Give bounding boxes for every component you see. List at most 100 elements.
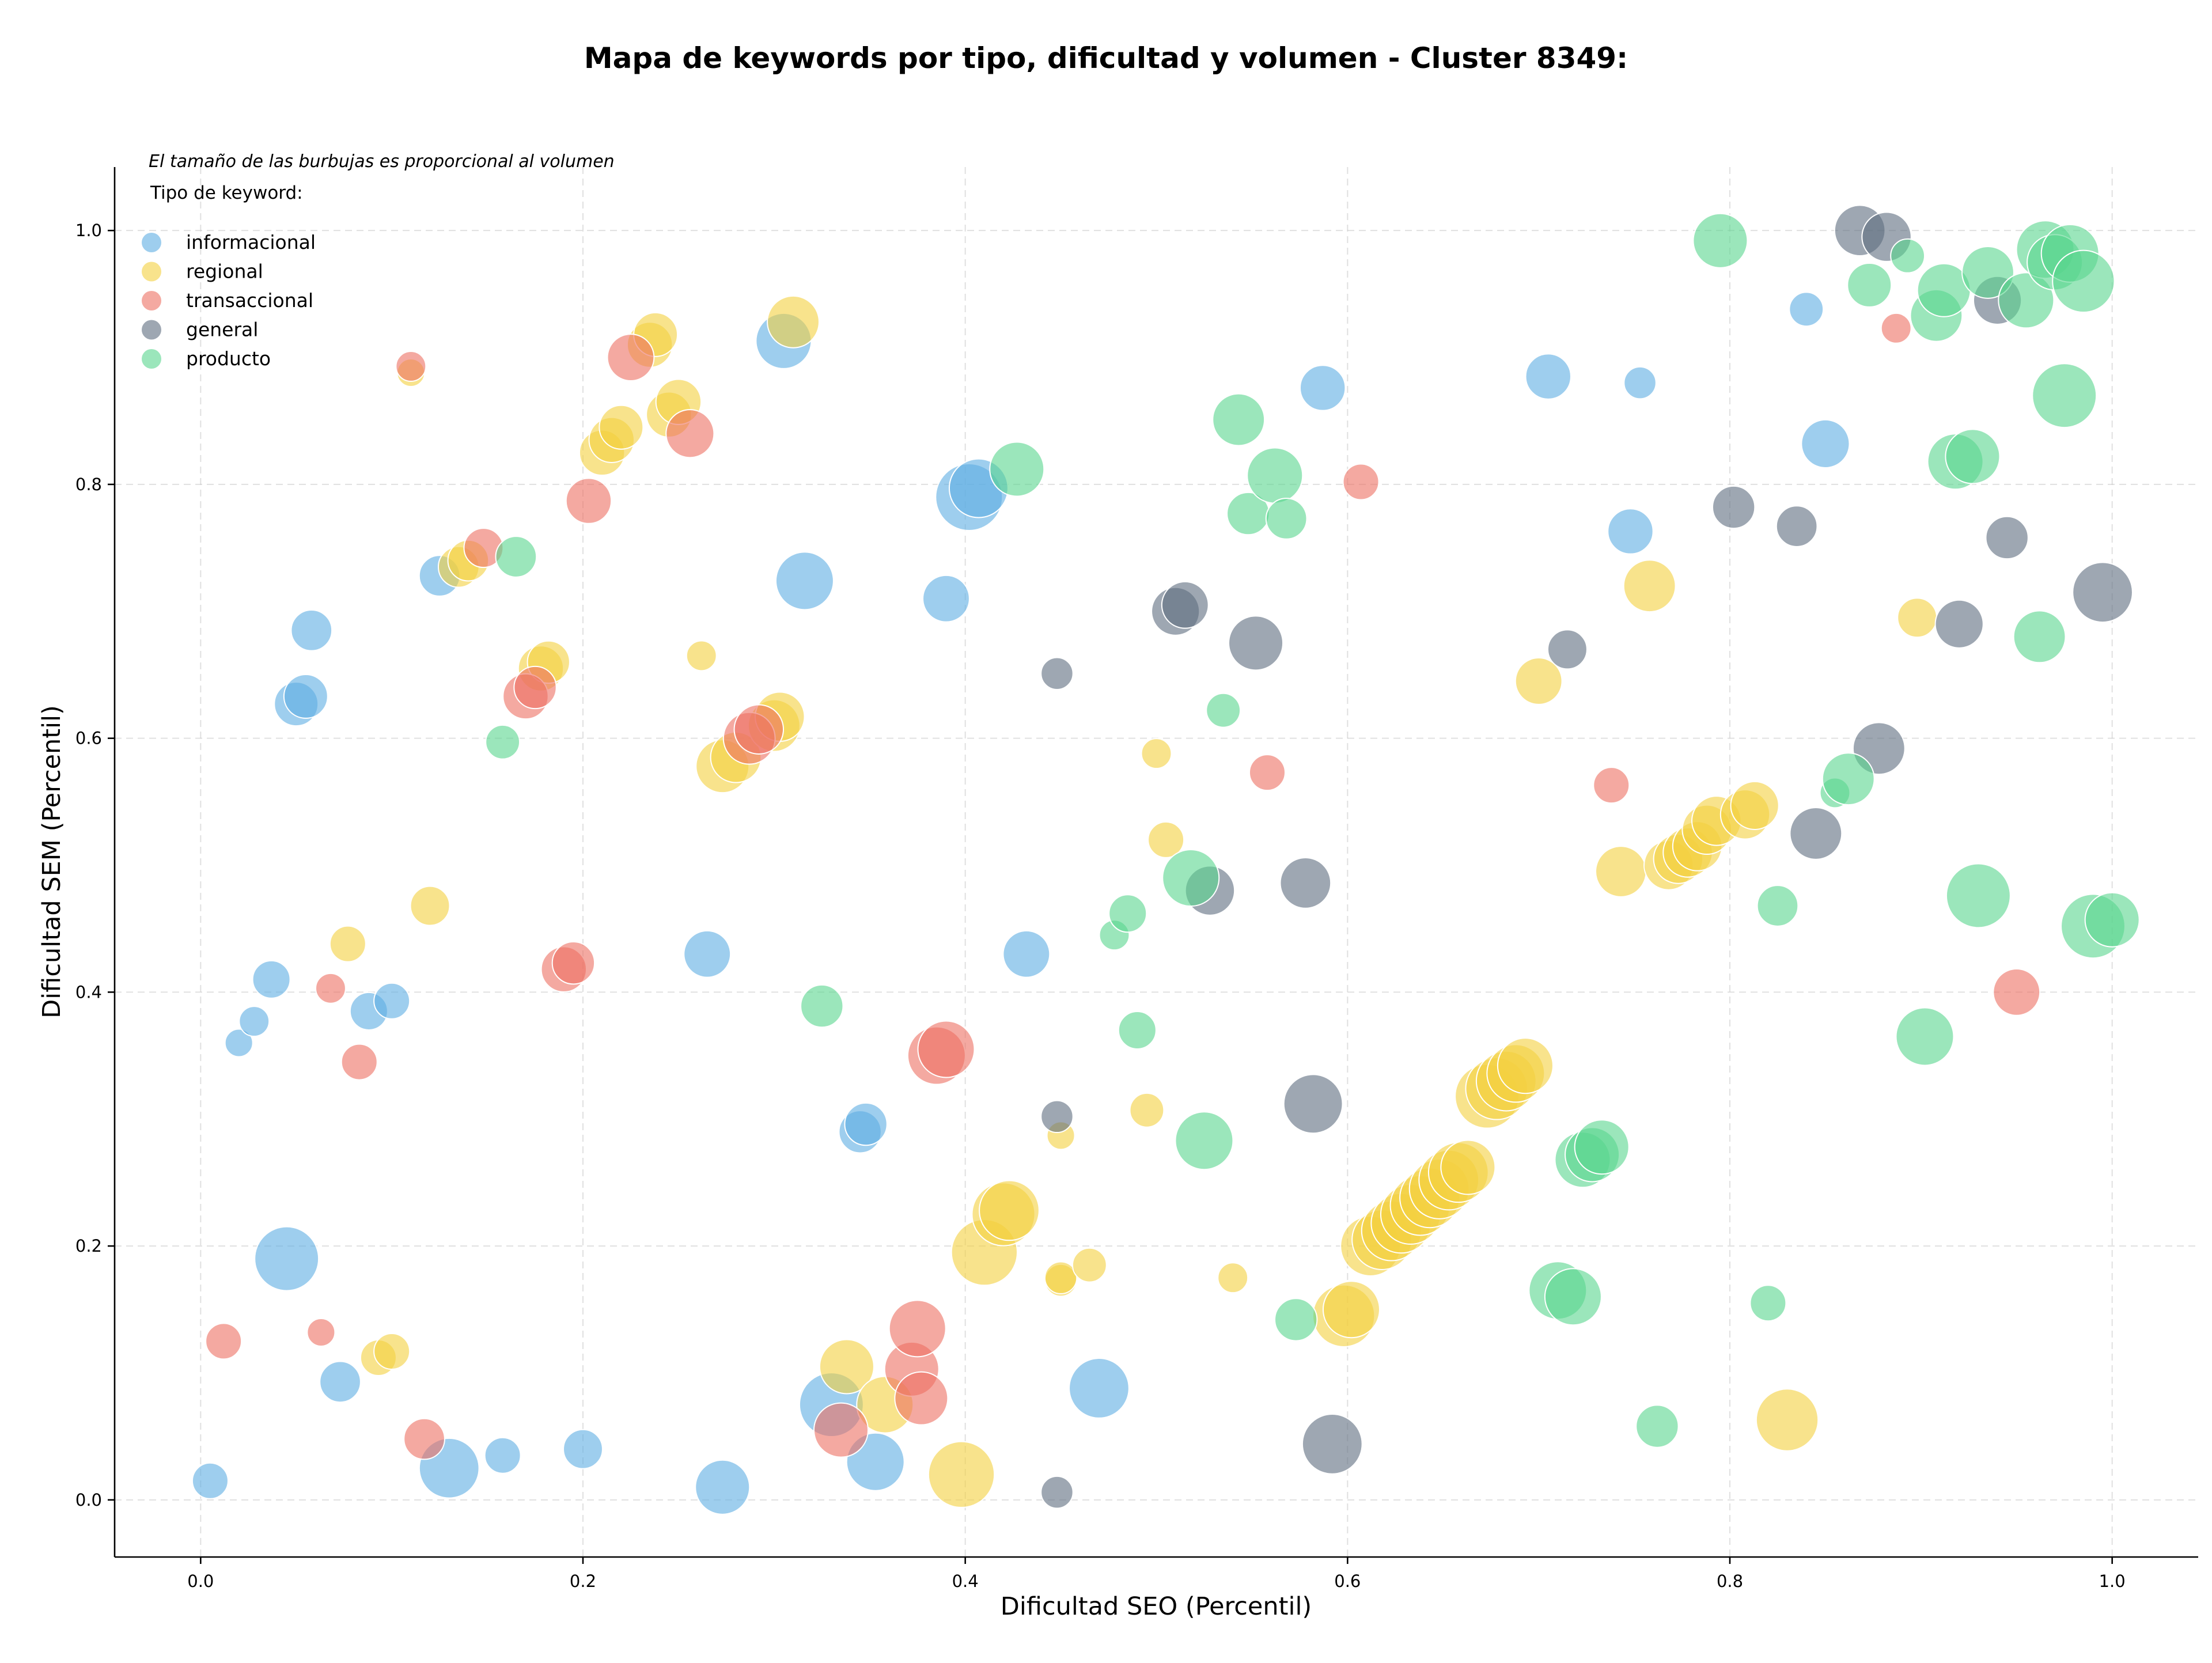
bubble-regional <box>1322 1281 1380 1339</box>
bubble-transaccional <box>513 665 557 710</box>
bubble-informacional <box>1002 930 1051 978</box>
bubble-transaccional <box>565 478 612 524</box>
grid <box>115 167 2198 1557</box>
bubble-producto <box>1756 885 1799 927</box>
axes <box>113 167 2198 1558</box>
bubble-producto <box>1544 1268 1602 1326</box>
series-producto <box>485 213 2140 1448</box>
bubble-informacional <box>191 1462 229 1499</box>
bubble-general <box>1711 485 1756 529</box>
bubble-transaccional <box>315 972 346 1004</box>
bubble-informacional <box>922 574 970 623</box>
bubble-producto <box>2084 892 2140 948</box>
bubble-regional <box>1129 1092 1165 1128</box>
bubble-informacional <box>319 1361 361 1403</box>
bubble-producto <box>1945 429 2001 484</box>
legend-label-general: general <box>186 319 258 341</box>
bubble-general <box>1040 657 1074 690</box>
bubble-informacional <box>1801 419 1850 468</box>
bubble-transaccional <box>607 334 655 381</box>
bubble-regional <box>1217 1262 1249 1294</box>
bubble-size-note: El tamaño de las burbujas es proporciona… <box>149 151 615 172</box>
y-tick-label: 0.8 <box>75 475 102 494</box>
bubble-producto <box>1890 238 1926 274</box>
x-tick-label: 0.8 <box>1717 1571 1743 1591</box>
legend-title: Tipo de keyword: <box>150 183 303 203</box>
bubble-regional <box>329 925 366 963</box>
bubble-regional <box>1497 1037 1554 1094</box>
bubble-informacional <box>290 609 333 651</box>
x-axis-ticks: 0.0 0.2 0.4 0.6 0.8 1.0 <box>187 1557 2126 1591</box>
bubble-informacional <box>1607 508 1654 555</box>
bubble-transaccional <box>1993 968 2041 1016</box>
bubble-regional <box>1755 1388 1819 1452</box>
bubble-general <box>1040 1100 1074 1134</box>
bubble-general <box>1301 1414 1363 1475</box>
x-tick-label: 0.0 <box>187 1571 214 1591</box>
bubble-producto <box>1162 849 1220 907</box>
bubble-producto <box>495 536 537 578</box>
bubble-regional <box>410 885 450 926</box>
bubble-producto <box>1821 752 1875 806</box>
y-tick-label: 0.2 <box>75 1236 102 1256</box>
bubble-informacional <box>252 960 291 999</box>
bubble-regional <box>819 1339 874 1395</box>
bubble-regional <box>767 295 820 348</box>
bubble-regional <box>599 404 644 450</box>
bubble-transaccional <box>1342 463 1380 501</box>
bubble-transaccional <box>551 941 596 985</box>
bubble-producto <box>1265 498 1308 540</box>
bubble-informacional <box>1623 366 1657 400</box>
series-informacional <box>191 291 1850 1515</box>
bubble-producto <box>2013 610 2066 664</box>
bubbles <box>191 204 2140 1515</box>
bubble-regional <box>1071 1247 1107 1283</box>
bubble-producto <box>1635 1404 1679 1448</box>
bubble-producto <box>800 984 844 1028</box>
bubble-regional <box>1440 1139 1496 1195</box>
bubble-producto <box>1692 213 1748 268</box>
bubble-producto <box>1574 1119 1630 1175</box>
bubble-producto <box>1274 1298 1318 1342</box>
x-tick-label: 0.4 <box>952 1571 979 1591</box>
bubble-regional <box>1623 559 1676 613</box>
bubble-general <box>2072 562 2133 623</box>
x-tick-label: 1.0 <box>2099 1571 2126 1591</box>
bubble-regional <box>979 1180 1040 1241</box>
bubble-transaccional <box>306 1317 336 1347</box>
bubble-informacional <box>775 551 834 611</box>
y-tick-label: 0.0 <box>75 1490 102 1510</box>
legend-label-transaccional: transaccional <box>186 289 313 312</box>
bubble-informacional <box>695 1459 751 1515</box>
bubble-regional <box>1897 597 1938 638</box>
bubble-informacional <box>563 1429 603 1469</box>
bubble-informacional <box>844 1102 888 1146</box>
legend-label-informacional: informacional <box>186 231 316 253</box>
bubble-informacional <box>1069 1358 1130 1419</box>
bubble-producto <box>1945 863 2011 929</box>
bubble-informacional <box>238 1006 270 1037</box>
bubble-informacional <box>683 930 732 978</box>
bubble-producto <box>2032 363 2097 429</box>
bubble-producto <box>1206 692 1241 728</box>
bubble-regional <box>927 1441 995 1508</box>
x-axis-title: Dificultad SEO (Percentil) <box>1001 1592 1312 1621</box>
bubble-general <box>1547 629 1588 670</box>
bubble-informacional <box>254 1226 320 1291</box>
bubble-transaccional <box>403 1418 445 1460</box>
bubble-transaccional <box>813 1402 869 1458</box>
bubble-general <box>1934 599 1984 649</box>
bubble-transaccional <box>1880 312 1912 344</box>
bubble-producto <box>989 441 1045 497</box>
bubble-general <box>1789 806 1843 860</box>
bubble-regional <box>1514 657 1563 705</box>
bubble-producto <box>1895 1007 1955 1066</box>
series-general <box>1040 204 2133 1509</box>
bubble-informacional <box>224 1028 253 1058</box>
series-transaccional <box>205 312 2041 1460</box>
bubble-producto <box>1118 1010 1157 1050</box>
series-regional <box>329 295 1938 1508</box>
bubble-general <box>1279 857 1332 909</box>
bubble-general <box>1985 516 2029 560</box>
